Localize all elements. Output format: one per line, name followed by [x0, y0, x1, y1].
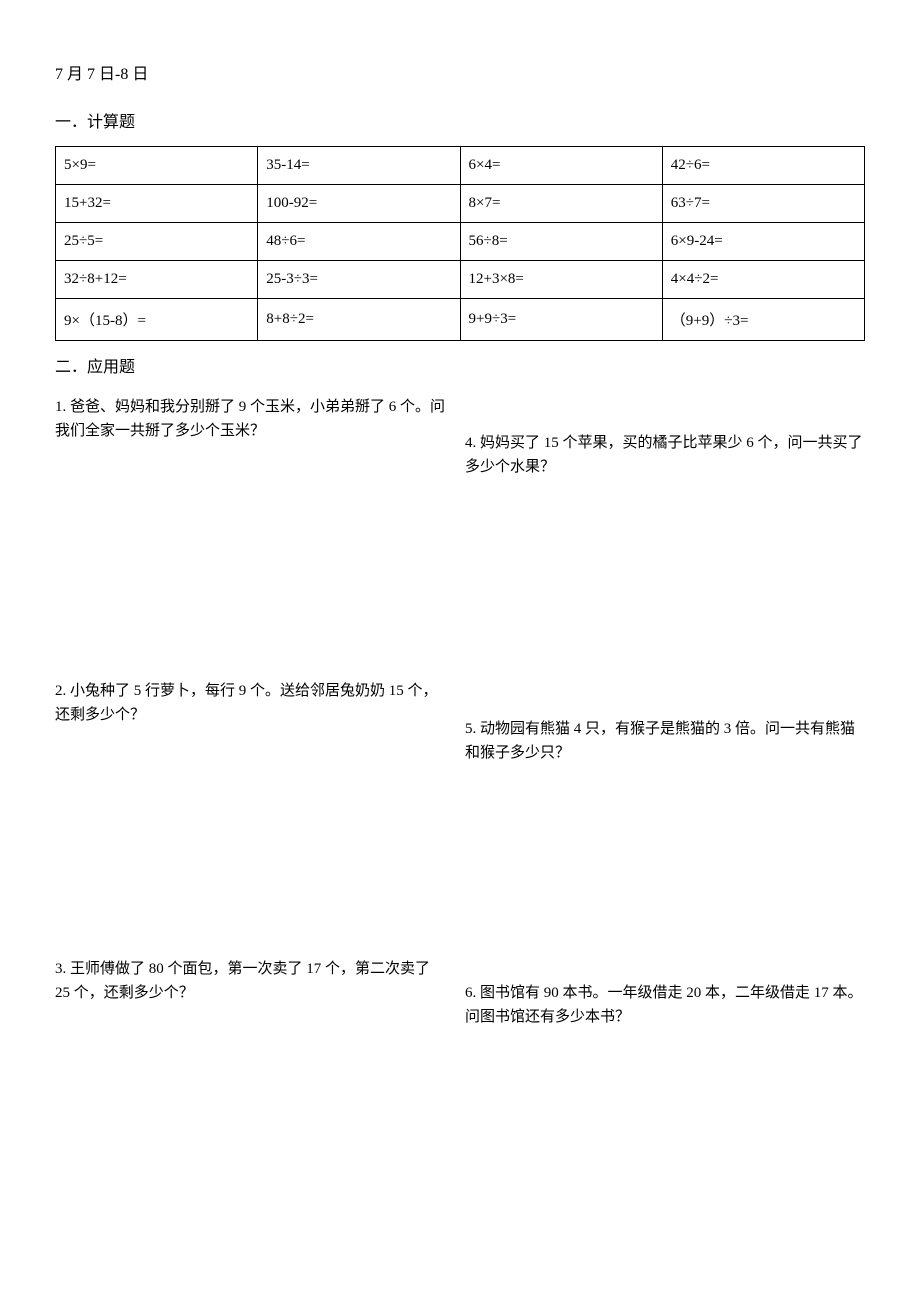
table-row: 25÷5= 48÷6= 56÷8= 6×9-24=	[56, 223, 865, 261]
table-row: 15+32= 100-92= 8×7= 63÷7=	[56, 185, 865, 223]
table-cell: 15+32=	[56, 185, 258, 223]
problem-3: 3. 王师傅做了 80 个面包，第一次卖了 17 个，第二次卖了 25 个，还剩…	[55, 957, 445, 1005]
problem-4: 4. 妈妈买了 15 个苹果，买的橘子比苹果少 6 个，问一共买了多少个水果？	[465, 431, 865, 479]
table-cell: 6×4=	[460, 147, 662, 185]
problem-6: 6. 图书馆有 90 本书。一年级借走 20 本，二年级借走 17 本。问图书馆…	[465, 981, 865, 1029]
table-cell: （9+9）÷3=	[662, 299, 864, 341]
table-cell: 42÷6=	[662, 147, 864, 185]
table-cell: 8×7=	[460, 185, 662, 223]
table-cell: 100-92=	[258, 185, 460, 223]
table-cell: 35-14=	[258, 147, 460, 185]
table-cell: 8+8÷2=	[258, 299, 460, 341]
table-cell: 6×9-24=	[662, 223, 864, 261]
table-cell: 9+9÷3=	[460, 299, 662, 341]
table-cell: 5×9=	[56, 147, 258, 185]
date-header: 7 月 7 日-8 日	[55, 60, 865, 84]
table-cell: 25÷5=	[56, 223, 258, 261]
calculation-table: 5×9= 35-14= 6×4= 42÷6= 15+32= 100-92= 8×…	[55, 146, 865, 341]
table-cell: 12+3×8=	[460, 261, 662, 299]
right-column: 4. 妈妈买了 15 个苹果，买的橘子比苹果少 6 个，问一共买了多少个水果？ …	[460, 395, 865, 1029]
section2-title: 二．应用题	[55, 353, 865, 377]
problem-5: 5. 动物园有熊猫 4 只，有猴子是熊猫的 3 倍。问一共有熊猫和猴子多少只？	[465, 717, 865, 765]
table-row: 5×9= 35-14= 6×4= 42÷6=	[56, 147, 865, 185]
section1-title: 一．计算题	[55, 108, 865, 132]
table-row: 32÷8+12= 25-3÷3= 12+3×8= 4×4÷2=	[56, 261, 865, 299]
table-cell: 63÷7=	[662, 185, 864, 223]
table-cell: 32÷8+12=	[56, 261, 258, 299]
table-cell: 48÷6=	[258, 223, 460, 261]
word-problems-container: 1. 爸爸、妈妈和我分别掰了 9 个玉米，小弟弟掰了 6 个。问我们全家一共掰了…	[55, 395, 865, 1029]
problem-2: 2. 小兔种了 5 行萝卜，每行 9 个。送给邻居兔奶奶 15 个，还剩多少个？	[55, 679, 445, 727]
left-column: 1. 爸爸、妈妈和我分别掰了 9 个玉米，小弟弟掰了 6 个。问我们全家一共掰了…	[55, 395, 460, 1029]
table-cell: 9×（15-8）=	[56, 299, 258, 341]
problem-1: 1. 爸爸、妈妈和我分别掰了 9 个玉米，小弟弟掰了 6 个。问我们全家一共掰了…	[55, 395, 445, 443]
table-row: 9×（15-8）= 8+8÷2= 9+9÷3= （9+9）÷3=	[56, 299, 865, 341]
table-cell: 4×4÷2=	[662, 261, 864, 299]
table-cell: 56÷8=	[460, 223, 662, 261]
table-cell: 25-3÷3=	[258, 261, 460, 299]
